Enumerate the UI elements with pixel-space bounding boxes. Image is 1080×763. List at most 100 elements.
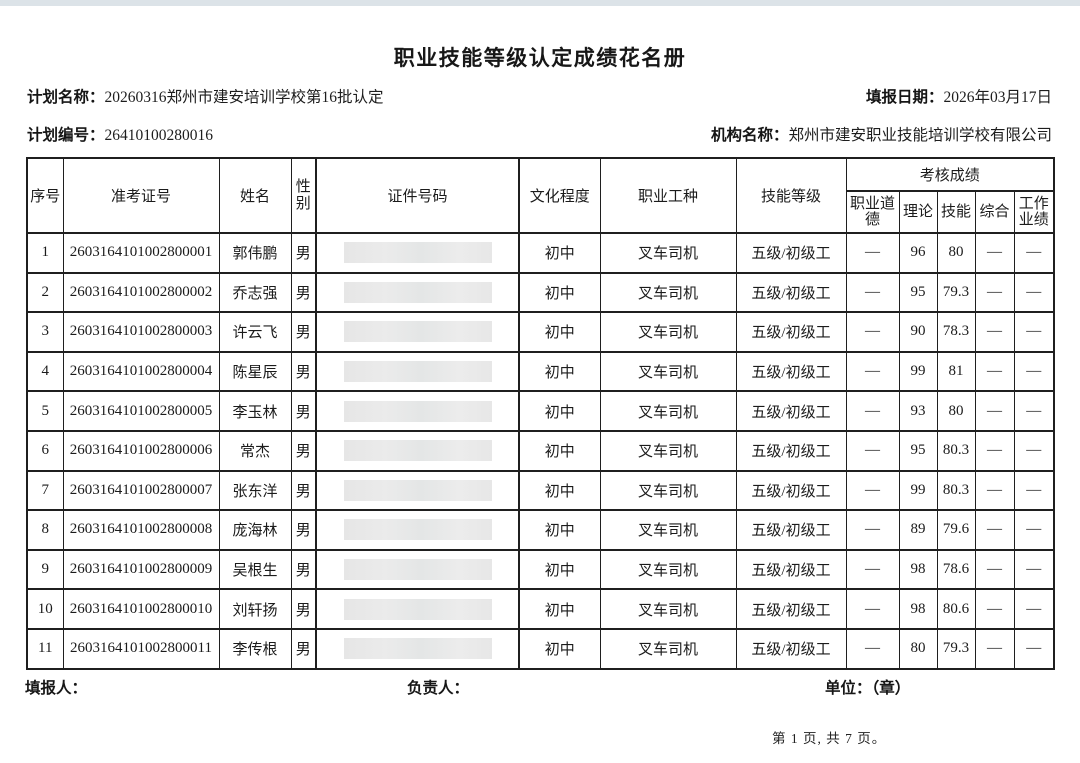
header-score-skill: 技能	[936, 190, 976, 234]
cell-score-theory: 99	[898, 469, 938, 512]
cell-education: 初中	[518, 469, 601, 512]
table-row: 10 2603164101002800010 刘轩扬 男 初中 叉车司机 五级/…	[26, 588, 1055, 630]
cell-gender: 男	[290, 311, 317, 353]
cell-score-work: —	[1013, 548, 1055, 591]
cell-exam-no: 2603164101002800007	[62, 469, 220, 512]
cell-skill-level: 五级/初级工	[735, 588, 847, 630]
table-body: 1 2603164101002800001 郭伟鹏 男 初中 叉车司机 五级/初…	[26, 232, 1055, 670]
cell-seq: 1	[26, 232, 64, 274]
cell-name: 许云飞	[218, 311, 292, 353]
cell-name: 刘轩扬	[218, 588, 292, 630]
table-row: 8 2603164101002800008 庞海林 男 初中 叉车司机 五级/初…	[26, 509, 1055, 551]
cell-score-comprehensive: —	[974, 311, 1015, 353]
cell-score-comprehensive: —	[974, 627, 1015, 670]
redacted-id-number	[343, 479, 492, 501]
org-name-label: 机构名称：	[710, 127, 789, 144]
cell-skill-level: 五级/初级工	[735, 469, 847, 512]
cell-occupation: 叉车司机	[599, 271, 737, 314]
cell-skill-level: 五级/初级工	[735, 429, 847, 472]
redacted-id-number	[343, 519, 492, 541]
cell-score-comprehensive: —	[974, 350, 1015, 393]
header-seq: 序号	[26, 157, 64, 234]
cell-name: 乔志强	[218, 271, 292, 314]
cell-score-work: —	[1013, 350, 1055, 393]
redacted-id-number	[343, 242, 492, 264]
cell-seq: 10	[26, 588, 64, 630]
cell-score-comprehensive: —	[974, 548, 1015, 591]
cell-score-skill: 79.3	[936, 271, 976, 314]
cell-skill-level: 五级/初级工	[735, 548, 847, 591]
cell-score-skill: 81	[936, 350, 976, 393]
cell-score-skill: 80.3	[936, 469, 976, 512]
cell-occupation: 叉车司机	[599, 548, 737, 591]
header-score-theory: 理论	[898, 190, 938, 234]
cell-education: 初中	[518, 627, 601, 670]
table-row: 2 2603164101002800002 乔志强 男 初中 叉车司机 五级/初…	[26, 271, 1055, 314]
redacted-id-number	[343, 638, 492, 660]
cell-score-morality: —	[845, 588, 900, 630]
cell-gender: 男	[290, 350, 317, 393]
cell-education: 初中	[518, 548, 601, 591]
cell-education: 初中	[518, 390, 601, 432]
cell-exam-no: 2603164101002800010	[62, 588, 220, 630]
cell-score-work: —	[1013, 232, 1055, 274]
plan-name-value: 20260316郑州市建安培训学校第16批认定	[104, 89, 384, 106]
cell-id-number	[315, 588, 520, 630]
cell-seq: 5	[26, 390, 64, 432]
cell-occupation: 叉车司机	[599, 429, 737, 472]
header-id-number: 证件号码	[315, 157, 520, 234]
cell-id-number	[315, 311, 520, 353]
cell-exam-no: 2603164101002800004	[62, 350, 220, 393]
cell-seq: 9	[26, 548, 64, 591]
cell-score-morality: —	[845, 390, 900, 432]
cell-name: 郭伟鹏	[218, 232, 292, 274]
manager-label: 负责人：	[407, 680, 470, 697]
redacted-id-number	[343, 440, 492, 462]
cell-gender: 男	[290, 271, 317, 314]
cell-name: 庞海林	[218, 509, 292, 551]
cell-exam-no: 2603164101002800005	[62, 390, 220, 432]
table-row: 7 2603164101002800007 张东洋 男 初中 叉车司机 五级/初…	[26, 469, 1055, 512]
meta-line-1: 计划名称：20260316郑州市建安培训学校第16批认定 填报日期：2026年0…	[27, 88, 1052, 107]
table-row: 6 2603164101002800006 常杰 男 初中 叉车司机 五级/初级…	[26, 429, 1055, 472]
cell-score-comprehensive: —	[974, 429, 1015, 472]
cell-score-comprehensive: —	[974, 509, 1015, 551]
cell-score-comprehensive: —	[974, 588, 1015, 630]
cell-name: 李玉林	[218, 390, 292, 432]
cell-id-number	[315, 548, 520, 591]
cell-score-morality: —	[845, 469, 900, 512]
header-score-comprehensive: 综合	[974, 190, 1015, 234]
table-row: 5 2603164101002800005 李玉林 男 初中 叉车司机 五级/初…	[26, 390, 1055, 432]
cell-score-skill: 79.3	[936, 627, 976, 670]
cell-occupation: 叉车司机	[599, 509, 737, 551]
cell-score-skill: 79.6	[936, 509, 976, 551]
cell-score-theory: 98	[898, 548, 938, 591]
header-occupation: 职业工种	[599, 157, 737, 234]
cell-education: 初中	[518, 588, 601, 630]
cell-score-theory: 80	[898, 627, 938, 670]
cell-skill-level: 五级/初级工	[735, 509, 847, 551]
cell-score-skill: 80.6	[936, 588, 976, 630]
redacted-id-number	[343, 598, 492, 620]
cell-score-comprehensive: —	[974, 390, 1015, 432]
cell-seq: 11	[26, 627, 64, 670]
table-row: 1 2603164101002800001 郭伟鹏 男 初中 叉车司机 五级/初…	[26, 232, 1055, 274]
cell-score-theory: 90	[898, 311, 938, 353]
plan-number: 计划编号：26410100280016	[27, 126, 213, 145]
meta-line-2: 计划编号：26410100280016 机构名称：郑州市建安职业技能培训学校有限…	[27, 126, 1052, 145]
redacted-id-number	[343, 321, 492, 343]
page-number-info: 第 1 页, 共 7 页。	[772, 731, 887, 746]
cell-id-number	[315, 627, 520, 670]
cell-score-theory: 93	[898, 390, 938, 432]
report-date: 填报日期：2026年03月17日	[866, 88, 1052, 107]
header-score-group: 考核成绩	[845, 157, 1055, 192]
cell-occupation: 叉车司机	[599, 232, 737, 274]
cell-gender: 男	[290, 390, 317, 432]
org-name: 机构名称：郑州市建安职业技能培训学校有限公司	[711, 126, 1052, 145]
roster-table: 序号 准考证号 姓名 性别 证件号码 文化程度 职业工种 技能等级 考核成绩 职…	[26, 157, 1055, 670]
plan-number-label: 计划编号：	[27, 127, 105, 144]
cell-score-work: —	[1013, 429, 1055, 472]
cell-skill-level: 五级/初级工	[735, 627, 847, 670]
cell-seq: 4	[26, 350, 64, 393]
